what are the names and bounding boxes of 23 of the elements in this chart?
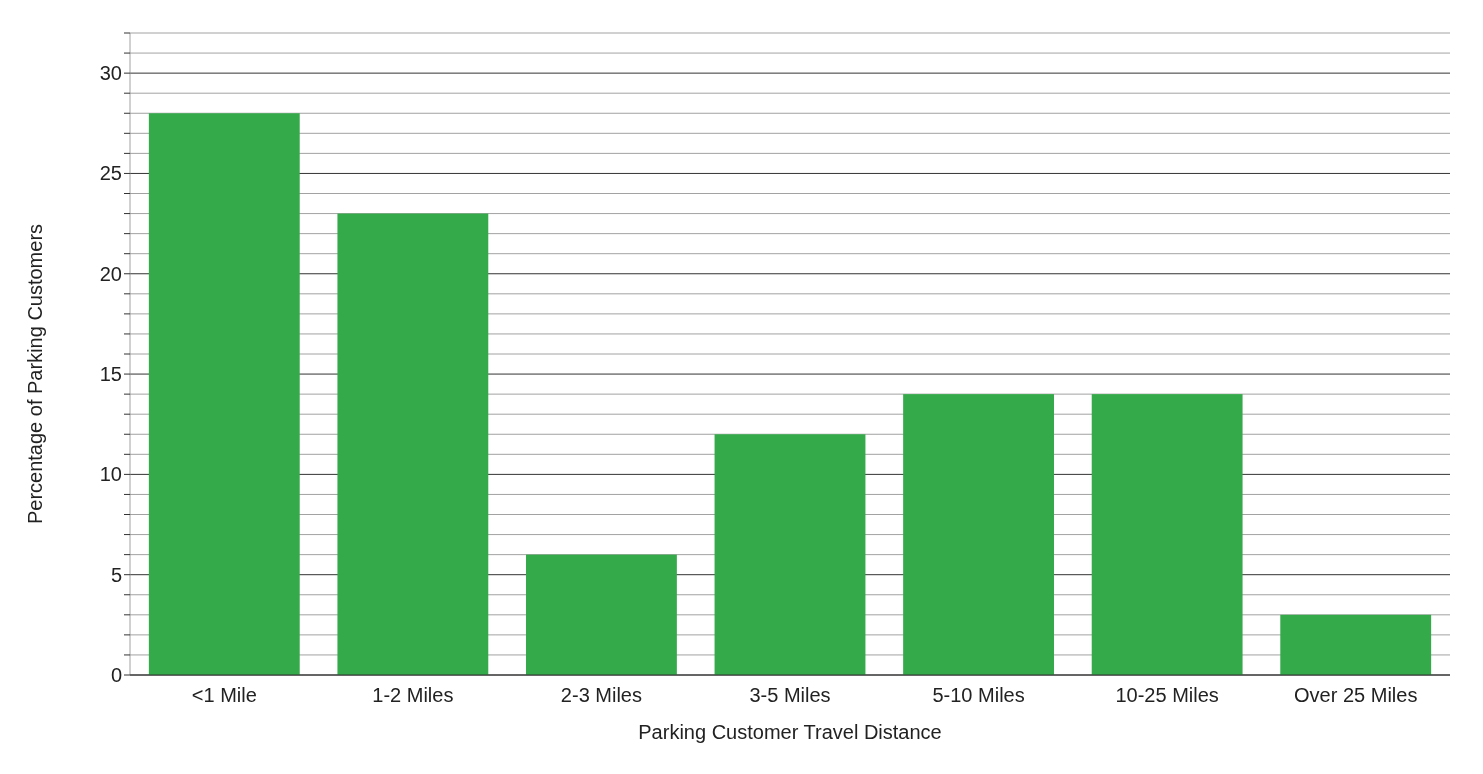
y-tick-label: 5	[110, 563, 122, 586]
y-tick-label: 10	[99, 463, 122, 486]
x-tick-label: Over 25 Miles	[1294, 684, 1418, 706]
bar	[148, 113, 300, 675]
y-tick-label: 20	[99, 262, 122, 285]
y-axis-title: Percentage of Parking Customers	[24, 223, 46, 525]
x-tick-label: 10-25 Miles	[1115, 684, 1219, 706]
bar	[903, 394, 1054, 675]
bar	[714, 434, 866, 675]
x-tick-label: <1 Mile	[191, 684, 257, 706]
x-tick-label: 1-2 Miles	[372, 684, 454, 706]
bar	[337, 213, 489, 675]
x-tick-label: 2-3 Miles	[560, 684, 642, 706]
bar	[526, 554, 677, 675]
x-tick-label: 5-10 Miles	[932, 684, 1025, 706]
y-tick-label: 30	[99, 62, 122, 85]
bar	[1280, 614, 1432, 675]
y-tick-label: 15	[99, 363, 122, 386]
x-tick-label: 3-5 Miles	[749, 684, 831, 706]
y-tick-label: 25	[99, 162, 122, 185]
bar	[1091, 394, 1243, 675]
y-tick-label: 0	[110, 664, 122, 686]
x-axis-title: Parking Customer Travel Distance	[638, 721, 942, 743]
